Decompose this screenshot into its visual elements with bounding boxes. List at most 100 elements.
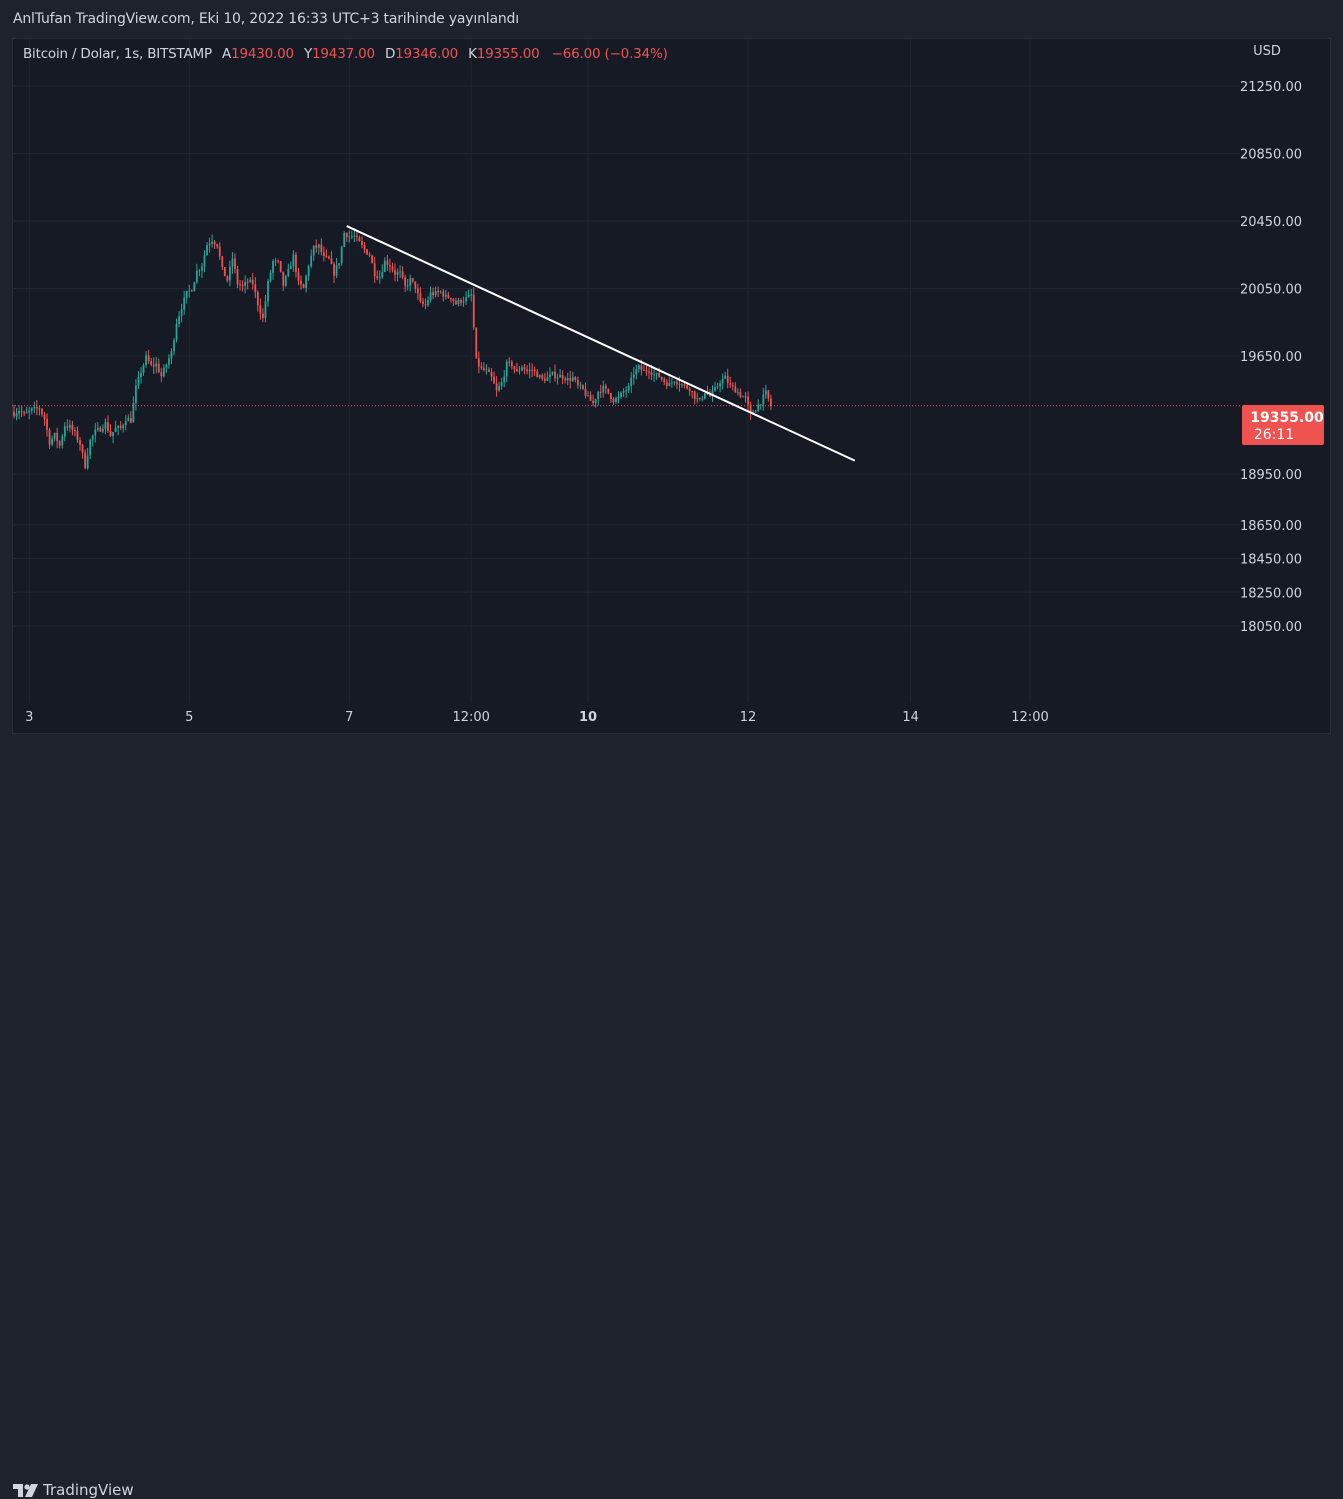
footer: TradingView xyxy=(0,734,1343,1499)
candle xyxy=(282,271,285,291)
candle-body xyxy=(335,265,338,276)
candle-body xyxy=(201,266,203,271)
candle xyxy=(348,230,351,243)
candle xyxy=(442,288,445,302)
candle-body xyxy=(287,268,290,277)
candle-body xyxy=(18,411,20,414)
candle-body xyxy=(295,254,297,273)
candle-body xyxy=(691,390,694,392)
candle-body xyxy=(119,426,122,429)
candle xyxy=(61,433,64,449)
candle xyxy=(216,243,219,249)
candle-body xyxy=(20,411,23,413)
candle xyxy=(218,242,221,261)
candle-body xyxy=(731,384,734,387)
candle xyxy=(162,364,165,378)
candle xyxy=(223,266,226,277)
candle-body xyxy=(676,381,678,385)
candle-body xyxy=(759,404,762,406)
candle-body xyxy=(63,426,66,437)
tradingview-logo[interactable]: TradingView xyxy=(13,1481,134,1499)
candle-body xyxy=(437,290,440,293)
candle-body xyxy=(277,260,280,262)
candle-body xyxy=(168,358,170,365)
candle-body xyxy=(670,382,673,384)
candle xyxy=(521,365,523,372)
candle-body xyxy=(391,266,394,271)
candle xyxy=(127,414,130,422)
candle-body xyxy=(371,255,374,264)
candle xyxy=(742,395,744,398)
candle-body xyxy=(528,369,531,372)
candlestick-chart[interactable]: USD 21250.00 20850.00 20450.00 20050.00 1965… xyxy=(12,38,1331,734)
candle-body xyxy=(620,392,622,397)
candle xyxy=(86,447,89,470)
candle-body xyxy=(495,383,498,391)
candle xyxy=(698,397,701,401)
candle-body xyxy=(599,391,602,393)
candle-body xyxy=(190,290,193,292)
candle-body xyxy=(183,297,186,310)
candle xyxy=(119,421,122,431)
candle-body xyxy=(84,452,87,469)
candle-body xyxy=(686,385,688,389)
candle-body xyxy=(307,266,310,277)
candle xyxy=(505,359,508,383)
candle xyxy=(322,246,325,262)
candle-body xyxy=(693,391,696,399)
time-axis[interactable]: 3 5 7 12:00 10 12 14 12:00 xyxy=(25,710,1049,725)
candle-body xyxy=(472,294,475,328)
trendline-layer[interactable] xyxy=(346,225,856,462)
candle-body xyxy=(30,408,33,411)
tradingview-logo-icon xyxy=(13,1484,38,1497)
candle xyxy=(251,273,254,290)
candle-body xyxy=(272,260,274,273)
candle-body xyxy=(625,390,628,392)
x-tick-label: 3 xyxy=(25,710,33,725)
candle xyxy=(747,391,749,411)
candle-body xyxy=(173,340,175,352)
candle-body xyxy=(709,393,711,397)
candle xyxy=(569,370,572,389)
candle xyxy=(386,254,389,271)
candle-body xyxy=(711,390,714,397)
candle-body xyxy=(58,441,61,446)
candle-body xyxy=(737,392,739,394)
candle-body xyxy=(569,378,572,381)
candle-body xyxy=(508,361,511,363)
grid-lines xyxy=(12,38,1240,703)
candle-body xyxy=(592,400,595,404)
candle-body xyxy=(211,241,214,244)
candle xyxy=(272,259,274,280)
candle xyxy=(462,296,465,307)
candle xyxy=(495,376,498,397)
candle xyxy=(328,255,330,260)
candle-body xyxy=(102,428,104,432)
candle xyxy=(58,440,61,449)
candle-body xyxy=(124,421,127,426)
candle xyxy=(84,449,87,470)
candle xyxy=(274,257,277,267)
candle xyxy=(477,351,480,374)
candle-body xyxy=(74,430,76,432)
price-axis[interactable]: USD 21250.00 20850.00 20450.00 20050.00 1965… xyxy=(1240,44,1302,635)
candle-body xyxy=(597,391,600,400)
candle xyxy=(470,288,473,302)
candle xyxy=(737,388,739,396)
candle-body xyxy=(53,432,56,439)
candle-body xyxy=(561,375,564,379)
candle-body xyxy=(460,299,462,303)
symbol-title[interactable]: Bitcoin / Dolar, 1s, BITSTAMP xyxy=(23,46,212,62)
y-tick-label: 19650.00 xyxy=(1240,350,1302,365)
candle xyxy=(485,364,488,375)
candle xyxy=(145,351,147,368)
candle-body xyxy=(160,372,163,377)
candle-body xyxy=(234,258,236,270)
candle xyxy=(99,425,102,433)
candle xyxy=(168,354,170,369)
candle xyxy=(63,422,66,442)
candle xyxy=(30,407,33,415)
candle xyxy=(340,245,343,266)
candle-body xyxy=(71,424,74,431)
candle xyxy=(399,265,401,279)
